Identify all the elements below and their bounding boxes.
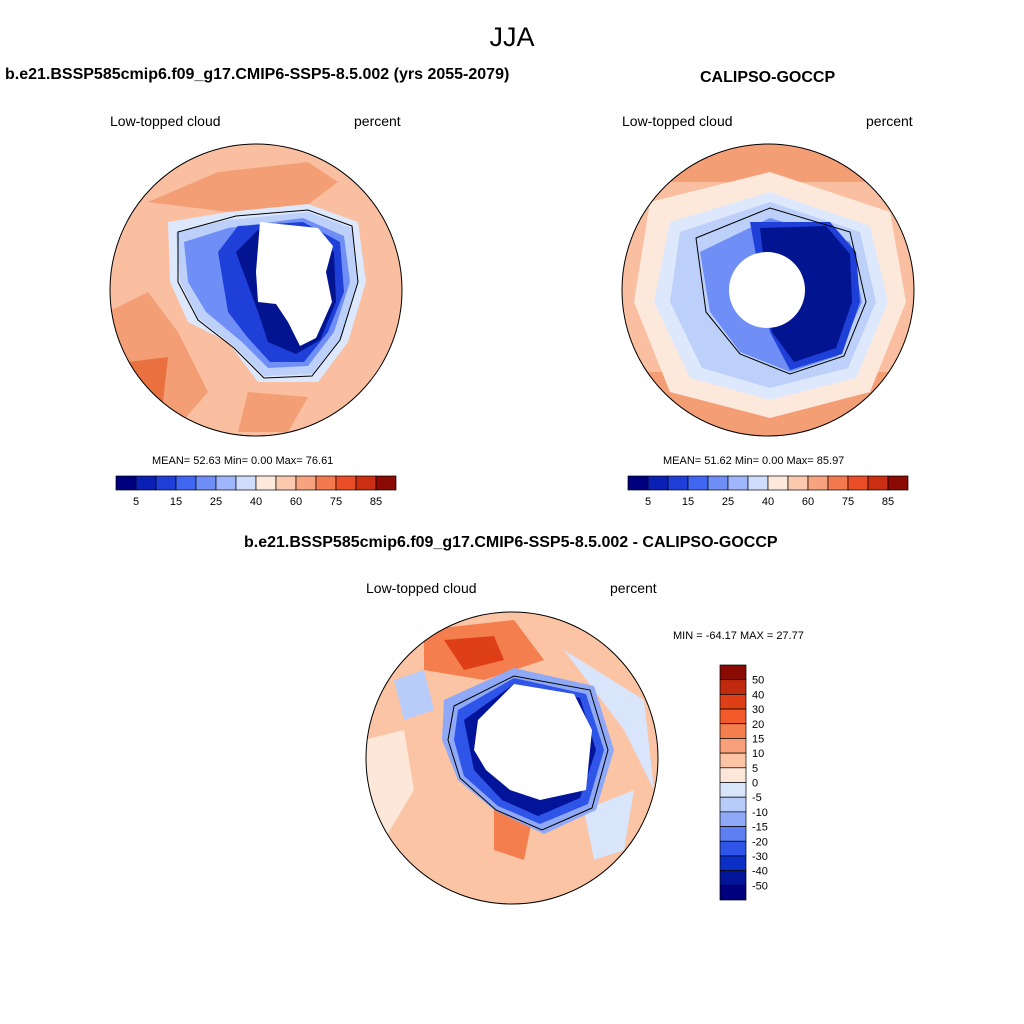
panel-2-colorbar-swatch bbox=[827, 475, 849, 491]
panel-2-colorbar-tick-label: 60 bbox=[802, 496, 814, 508]
panel-1-stats: MEAN= 52.63 Min= 0.00 Max= 76.61 bbox=[152, 455, 334, 467]
panel-2-units-label: percent bbox=[866, 113, 913, 129]
panel-3-colorbar-swatch bbox=[719, 679, 747, 695]
panel-3-colorbar-tick-label: -10 bbox=[752, 807, 768, 819]
panel-3-colorbar-swatch bbox=[719, 826, 747, 842]
panel-2-colorbar-tick-label: 85 bbox=[882, 496, 894, 508]
panel-1-colorbar-tick-label: 5 bbox=[133, 496, 139, 508]
panel-3-colorbar-swatch bbox=[719, 840, 747, 857]
panel-2-colorbar-swatch bbox=[707, 475, 729, 491]
panel-3-colorbar-swatch bbox=[719, 767, 747, 783]
panel-3-colorbar-swatch bbox=[719, 752, 747, 769]
panel-2-colorbar: 515254060758595 bbox=[627, 475, 909, 508]
panel-3-colorbar-tick-label: 50 bbox=[752, 675, 764, 687]
panel-2-colorbar-tick-label: 40 bbox=[762, 496, 774, 508]
panel-3-colorbar-swatch bbox=[719, 855, 747, 871]
panel-3-colorbar-tick-label: -40 bbox=[752, 866, 768, 878]
panel-1-colorbar-swatch bbox=[375, 475, 397, 491]
panel-2-colorbar-swatch bbox=[807, 475, 829, 491]
panel-1-colorbar-swatch bbox=[215, 475, 237, 491]
panel-2-colorbar-tick-label: 5 bbox=[645, 496, 651, 508]
panel-3-colorbar-swatch bbox=[719, 738, 747, 754]
panel-3-colorbar-swatch bbox=[719, 694, 747, 710]
panel-2-title: CALIPSO-GOCCP bbox=[700, 69, 836, 86]
panel-3-stats: MIN = -64.17 MAX = 27.77 bbox=[673, 630, 804, 642]
panel-3-colorbar-tick-label: 10 bbox=[752, 748, 764, 760]
panel-1-colorbar-tick-label: 25 bbox=[210, 496, 222, 508]
panel-2-colorbar-swatch bbox=[647, 475, 669, 491]
panel-1-variable-label: Low-topped cloud bbox=[110, 113, 221, 129]
panel-2-colorbar-swatch bbox=[667, 475, 689, 491]
panel-2-polar-map bbox=[621, 143, 915, 437]
panel-1-colorbar-tick-label: 85 bbox=[370, 496, 382, 508]
panel-2-colorbar-swatch bbox=[867, 475, 889, 491]
panel-3-colorbar-swatch bbox=[719, 811, 747, 827]
panel-3-colorbar-tick-label: 40 bbox=[752, 689, 764, 701]
panel-1-colorbar-swatch bbox=[355, 475, 377, 491]
panel-2-colorbar-tick-label: 25 bbox=[722, 496, 734, 508]
panel-2-colorbar-swatch bbox=[727, 475, 749, 491]
season-title: JJA bbox=[489, 22, 535, 52]
panel-2-colorbar-swatch bbox=[747, 475, 769, 491]
panel-1-colorbar-swatch bbox=[275, 475, 297, 491]
panel-3-colorbar-swatch bbox=[719, 664, 747, 681]
panel-2-variable-label: Low-topped cloud bbox=[622, 113, 733, 129]
panel-3-colorbar-tick-label: -20 bbox=[752, 836, 768, 848]
panel-1-colorbar-tick-label: 60 bbox=[290, 496, 302, 508]
panel-1-colorbar-swatch bbox=[315, 475, 337, 491]
panel-1-colorbar-swatch bbox=[335, 475, 357, 491]
panel-1-colorbar-swatch bbox=[235, 475, 257, 491]
panel-3-colorbar-tick-label: 0 bbox=[752, 778, 758, 790]
panel-3-colorbar-swatch bbox=[719, 708, 747, 725]
panel-3-colorbar-tick-label: -30 bbox=[752, 851, 768, 863]
panel-1-colorbar-tick-label: 40 bbox=[250, 496, 262, 508]
panel-1-colorbar-swatch bbox=[175, 475, 197, 491]
panel-3-colorbar-tick-label: 30 bbox=[752, 704, 764, 716]
panel-1-colorbar-swatch bbox=[155, 475, 177, 491]
panel-3-colorbar-swatch bbox=[719, 884, 747, 901]
panel-2-colorbar-swatch bbox=[627, 475, 649, 491]
panel-3-colorbar-swatch bbox=[719, 796, 747, 813]
panel-3-colorbar-tick-label: 20 bbox=[752, 719, 764, 731]
panel-3-colorbar-tick-label: 5 bbox=[752, 763, 758, 775]
panel-3-units-label: percent bbox=[610, 580, 657, 596]
panel-1-colorbar-swatch bbox=[115, 475, 137, 491]
panel-2-colorbar-swatch bbox=[687, 475, 709, 491]
panel-2-colorbar-swatch bbox=[787, 475, 809, 491]
panel-3-title: b.e21.BSSP585cmip6.f09_g17.CMIP6-SSP5-8.… bbox=[244, 534, 778, 551]
panel-1-colorbar-swatch bbox=[255, 475, 277, 491]
panel-3-variable-label: Low-topped cloud bbox=[366, 580, 477, 596]
panel-1-colorbar-tick-label: 15 bbox=[170, 496, 182, 508]
panel-1-colorbar: 515254060758595 bbox=[115, 475, 397, 508]
panel-3-colorbar-tick-label: 15 bbox=[752, 733, 764, 745]
panel-2-colorbar-tick-label: 15 bbox=[682, 496, 694, 508]
panel-2-colorbar-tick-label: 75 bbox=[842, 496, 854, 508]
panel-2-stats: MEAN= 51.62 Min= 0.00 Max= 85.97 bbox=[663, 455, 845, 467]
panel-2-colorbar-swatch bbox=[767, 475, 789, 491]
panel-1-colorbar-swatch bbox=[295, 475, 317, 491]
panel-3-colorbar-tick-label: -5 bbox=[752, 792, 762, 804]
panel-3-colorbar-tick-label: -50 bbox=[752, 880, 768, 892]
panel-1-colorbar-swatch bbox=[135, 475, 157, 491]
panel-2-colorbar-swatch bbox=[847, 475, 869, 491]
panel-1-colorbar-swatch bbox=[195, 475, 217, 491]
panel-1-units-label: percent bbox=[354, 113, 401, 129]
panel-3-colorbar-swatch bbox=[719, 782, 747, 798]
panel-2-colorbar-swatch bbox=[887, 475, 909, 491]
panel-3-colorbar-swatch bbox=[719, 870, 747, 886]
panel-3-colorbar-tick-label: -15 bbox=[752, 822, 768, 834]
panel-3-polar-map bbox=[365, 611, 659, 905]
panel-1-colorbar-tick-label: 75 bbox=[330, 496, 342, 508]
panel-1-polar-map bbox=[109, 143, 403, 437]
panel-3-colorbar-swatch bbox=[719, 723, 747, 739]
panel-1-title: b.e21.BSSP585cmip6.f09_g17.CMIP6-SSP5-8.… bbox=[5, 66, 510, 83]
